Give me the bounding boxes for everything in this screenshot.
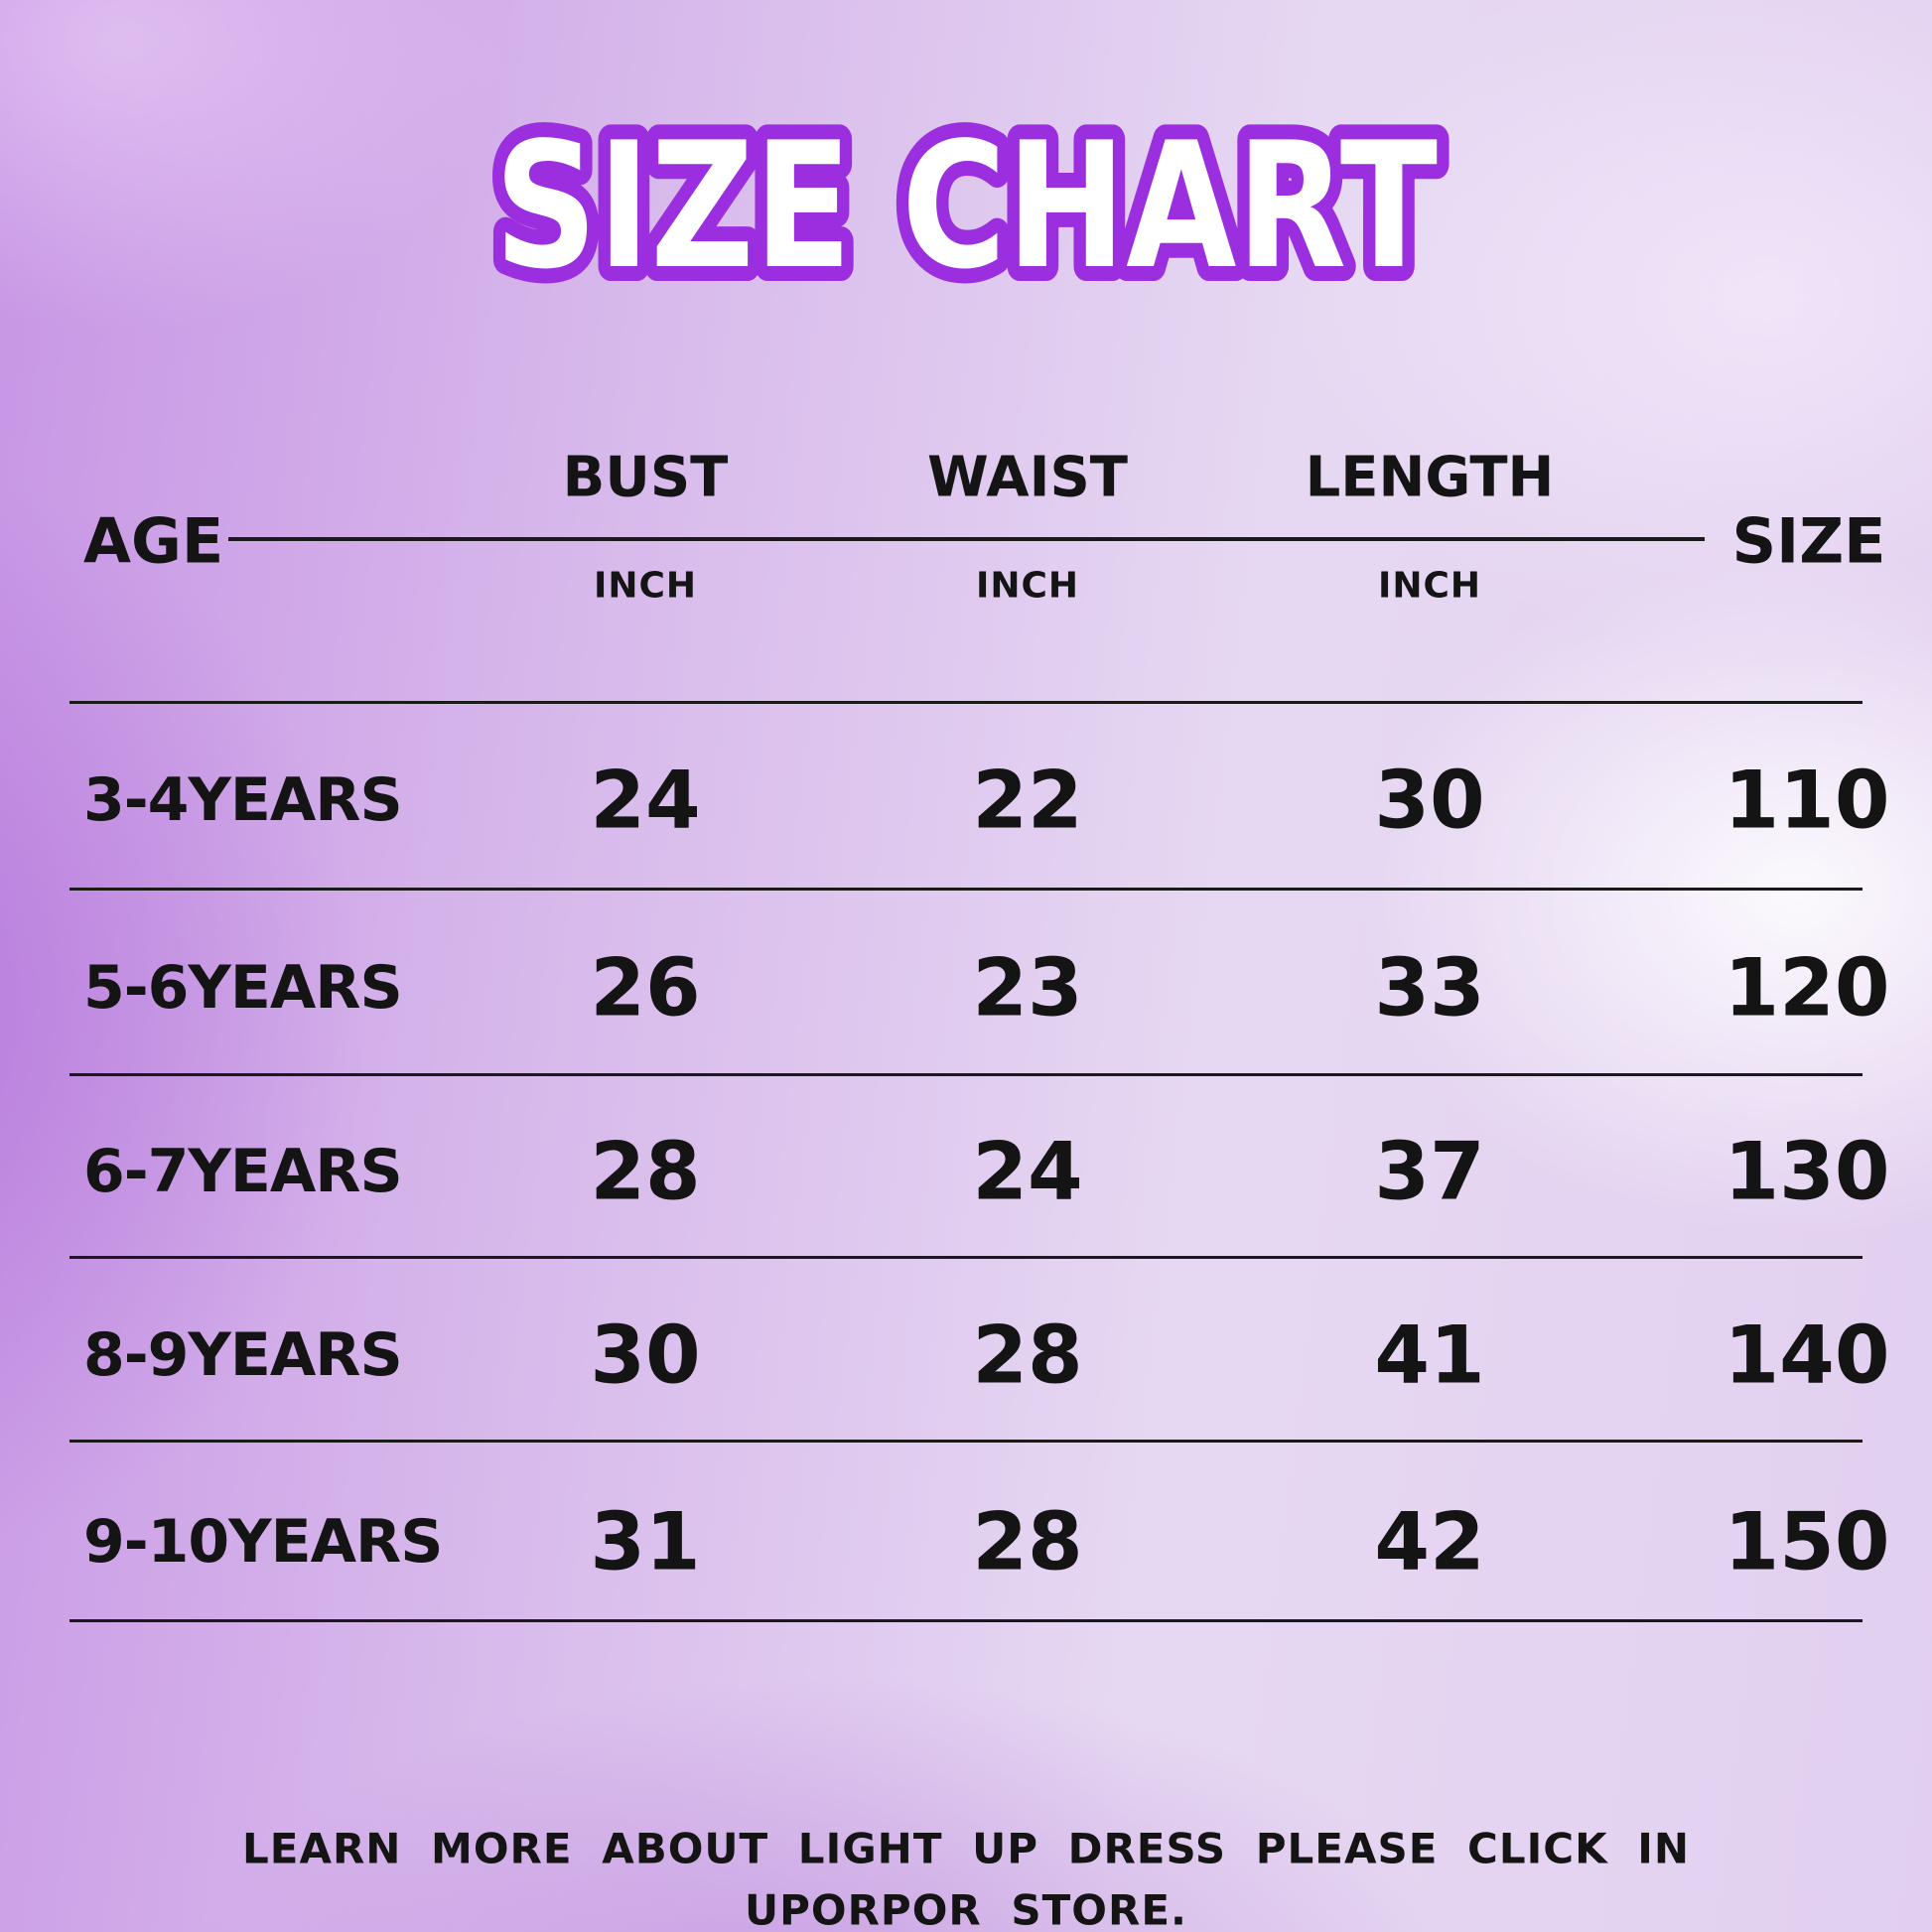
footer-note-line-2: UPORPOR STORE. xyxy=(745,1885,1187,1932)
size-cell: 120 xyxy=(1724,941,1890,1035)
row-separator xyxy=(69,1440,1863,1443)
bust-cell: 28 xyxy=(590,1125,701,1218)
waist-unit-label: INCH xyxy=(975,565,1080,607)
size-cell: 110 xyxy=(1724,754,1890,847)
row-separator xyxy=(69,1256,1863,1259)
row-separator xyxy=(69,1619,1863,1622)
row-separator xyxy=(69,1073,1863,1076)
age-cell: 3-4YEARS xyxy=(83,765,403,835)
size-cell: 130 xyxy=(1724,1125,1890,1218)
row-separator xyxy=(69,701,1863,704)
footer-note-line-1: LEARN MORE ABOUT LIGHT UP DRESS PLEASE C… xyxy=(241,1824,1691,1873)
waist-cell: 28 xyxy=(972,1309,1083,1402)
bust-cell: 31 xyxy=(590,1495,701,1588)
length-cell: 41 xyxy=(1374,1309,1485,1402)
bust-cell: 24 xyxy=(590,754,701,847)
bust-cell: 30 xyxy=(590,1309,701,1402)
age-cell: 5-6YEARS xyxy=(83,953,403,1023)
bust-cell: 26 xyxy=(590,941,701,1035)
size-cell: 150 xyxy=(1724,1495,1890,1588)
waist-cell: 22 xyxy=(972,754,1083,847)
length-cell: 33 xyxy=(1374,941,1485,1035)
size-cell: 140 xyxy=(1724,1309,1890,1402)
age-cell: 9-10YEARS xyxy=(83,1507,443,1577)
page-title: SIZE CHART xyxy=(494,106,1438,308)
age-cell: 8-9YEARS xyxy=(83,1320,403,1390)
waist-column-header: WAIST xyxy=(927,445,1128,510)
length-cell: 37 xyxy=(1374,1125,1485,1218)
length-cell: 42 xyxy=(1374,1495,1485,1588)
length-cell: 30 xyxy=(1374,754,1485,847)
title-art: SIZE CHART xyxy=(480,91,1452,316)
length-column-header: LENGTH xyxy=(1305,445,1555,510)
bust-column-header: BUST xyxy=(562,445,729,510)
waist-cell: 24 xyxy=(972,1125,1083,1218)
age-cell: 6-7YEARS xyxy=(83,1137,403,1206)
age-column-header: AGE xyxy=(83,504,224,578)
waist-cell: 23 xyxy=(972,941,1083,1035)
length-unit-label: INCH xyxy=(1377,565,1482,607)
size-column-header: SIZE xyxy=(1731,504,1886,578)
bust-unit-label: INCH xyxy=(593,565,698,607)
header-divider-line xyxy=(228,537,1705,541)
row-separator xyxy=(69,888,1863,891)
waist-cell: 28 xyxy=(972,1495,1083,1588)
